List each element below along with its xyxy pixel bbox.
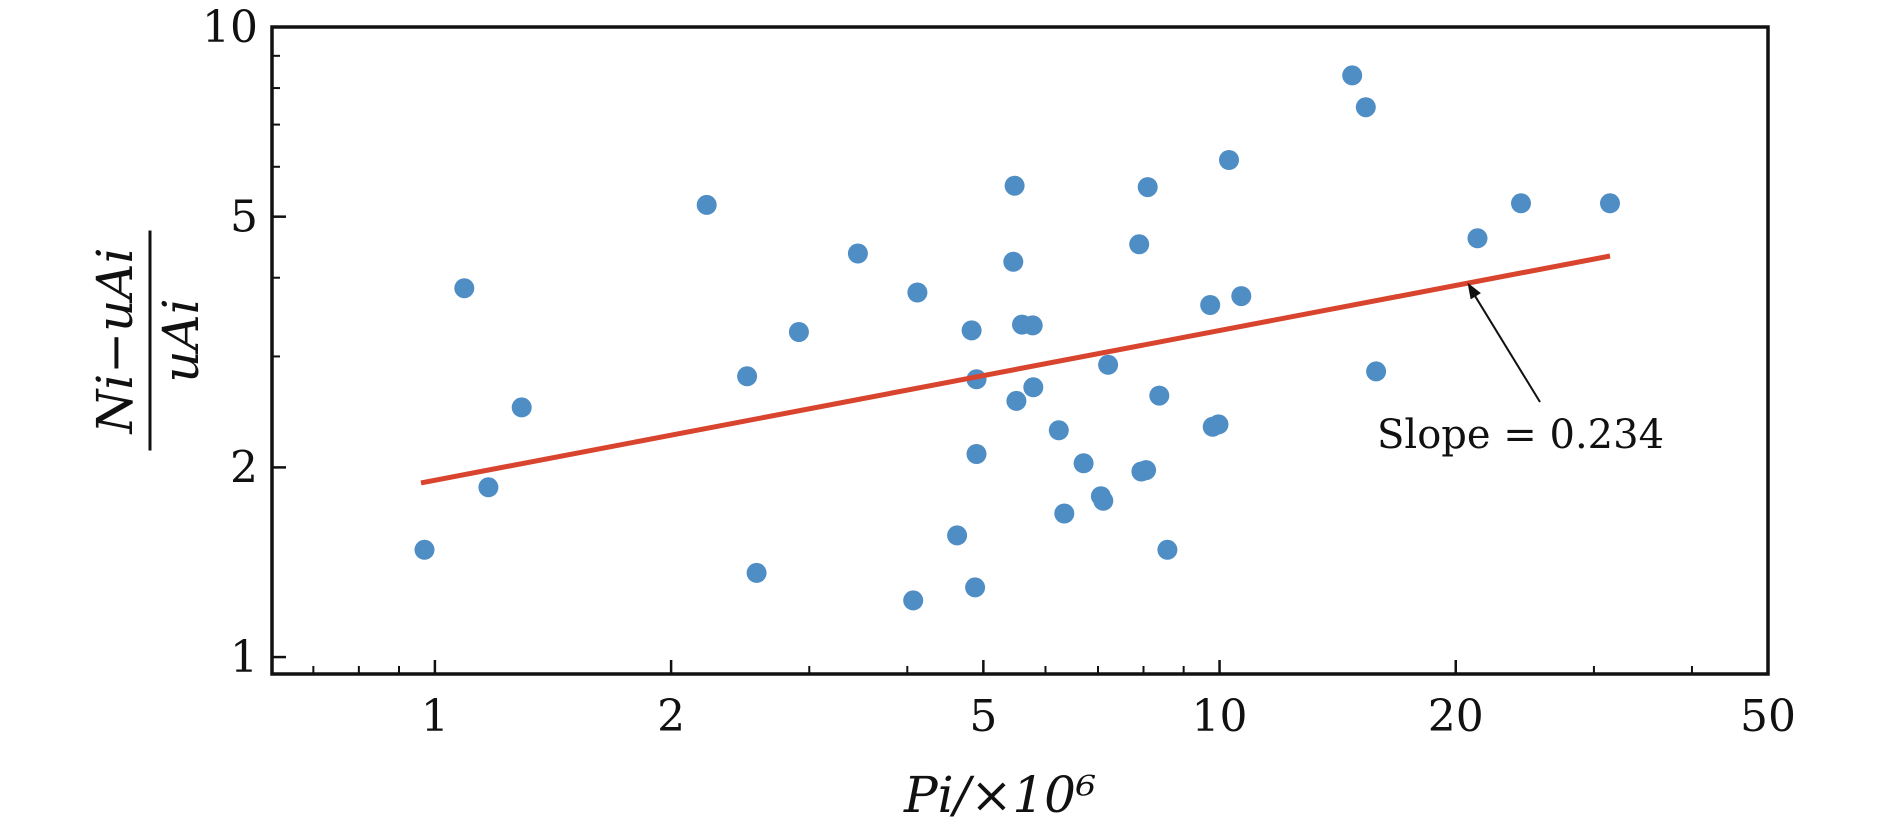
data-point-33 xyxy=(1149,385,1170,406)
axis-tick-labels: 1 2 5 10 20 50 1 2 5 10 xyxy=(202,2,1796,742)
data-point-28 xyxy=(1098,354,1119,375)
x-tick-label: 2 xyxy=(657,691,685,742)
y-axis-label-numerator: Ni−uAi xyxy=(86,248,144,435)
y-tick-label: 5 xyxy=(230,192,258,243)
annotation-arrow xyxy=(1469,288,1541,403)
data-point-22 xyxy=(1023,377,1044,398)
data-point-39 xyxy=(1231,286,1252,307)
slope-annotation-text: Slope = 0.234 xyxy=(1377,412,1664,458)
data-point-8 xyxy=(788,322,809,342)
data-point-40 xyxy=(1342,65,1363,86)
data-point-35 xyxy=(1200,295,1221,315)
data-point-6 xyxy=(737,366,758,387)
data-point-1 xyxy=(414,539,435,560)
slope-annotation: Slope = 0.234 xyxy=(1377,282,1664,458)
plot-frame xyxy=(270,25,1770,676)
data-point-37 xyxy=(1208,414,1229,435)
data-point-19 xyxy=(1006,390,1027,411)
data-point-24 xyxy=(1054,503,1075,524)
data-point-2 xyxy=(454,278,475,299)
y-tick-label: 1 xyxy=(230,632,258,683)
data-point-13 xyxy=(961,320,982,341)
data-point-31 xyxy=(1136,460,1157,481)
data-point-4 xyxy=(511,397,532,418)
data-point-42 xyxy=(1366,361,1387,382)
data-point-43 xyxy=(1467,228,1488,249)
data-point-34 xyxy=(1157,539,1178,560)
data-point-27 xyxy=(1093,490,1114,511)
data-point-25 xyxy=(1073,453,1094,474)
data-point-44 xyxy=(1511,193,1531,214)
data-point-41 xyxy=(1355,97,1376,118)
x-axis-label: Pi/×10⁶ xyxy=(903,766,1096,824)
x-tick-label: 50 xyxy=(1740,691,1796,742)
data-point-12 xyxy=(947,525,968,546)
axis-ticks xyxy=(272,25,1770,674)
data-point-7 xyxy=(746,562,767,583)
y-axis-label-denominator: uAi xyxy=(152,298,210,382)
data-point-11 xyxy=(907,282,928,303)
data-point-18 xyxy=(1004,175,1025,196)
x-tick-label: 20 xyxy=(1428,691,1484,742)
data-point-21 xyxy=(1022,315,1043,336)
data-point-23 xyxy=(1048,420,1069,441)
x-tick-label: 5 xyxy=(969,691,997,742)
x-tick-label: 1 xyxy=(421,691,449,742)
data-point-9 xyxy=(847,243,868,264)
data-point-3 xyxy=(478,477,499,498)
data-point-38 xyxy=(1219,150,1239,170)
data-point-14 xyxy=(965,577,986,598)
data-point-45 xyxy=(1600,193,1620,214)
y-axis-label: Ni−uAi uAi xyxy=(86,230,210,451)
annotation-arrowhead xyxy=(1467,282,1481,300)
fit-line xyxy=(420,253,1611,486)
data-point-17 xyxy=(1003,251,1024,272)
data-point-29 xyxy=(1129,234,1150,255)
data-point-10 xyxy=(903,590,924,611)
y-tick-label: 10 xyxy=(202,2,258,53)
data-point-32 xyxy=(1137,177,1158,198)
y-tick-label: 2 xyxy=(230,442,258,493)
data-point-5 xyxy=(696,194,717,215)
x-tick-label: 10 xyxy=(1192,691,1248,742)
data-point-15 xyxy=(966,444,987,464)
data-points-group xyxy=(414,65,1620,611)
